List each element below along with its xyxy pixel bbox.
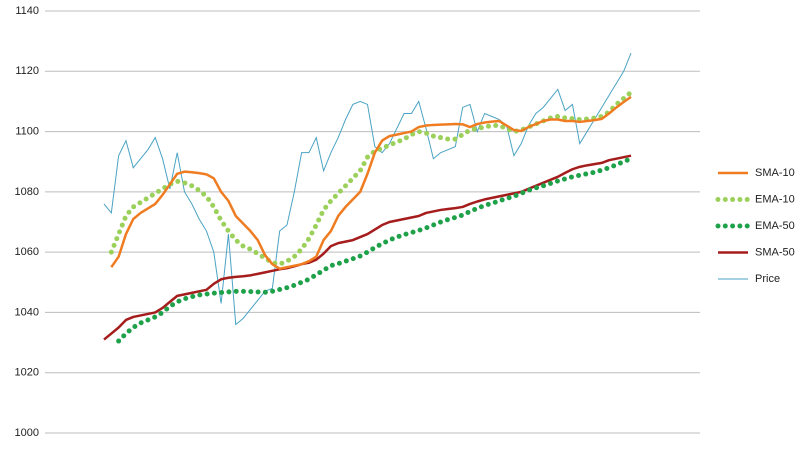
legend-label: SMA-50: [755, 246, 795, 258]
legend-label: SMA-10: [755, 167, 795, 179]
y-tick-label: 1020: [15, 367, 39, 379]
y-tick-label: 1140: [15, 5, 39, 17]
series-line: [110, 95, 632, 270]
y-tick-label: 1000: [15, 427, 39, 439]
legend-label: Price: [755, 273, 780, 285]
series-line: [103, 53, 632, 326]
legend-label: EMA-10: [755, 193, 795, 205]
y-tick-label: 1120: [15, 65, 39, 77]
legend-label: EMA-50: [755, 220, 795, 232]
y-tick-label: 1060: [15, 246, 39, 258]
y-tick-label: 1080: [15, 186, 39, 198]
y-tick-label: 1100: [15, 125, 39, 137]
y-tick-label: 1040: [15, 306, 39, 318]
series-line: [103, 154, 632, 341]
series-line: [116, 156, 634, 344]
